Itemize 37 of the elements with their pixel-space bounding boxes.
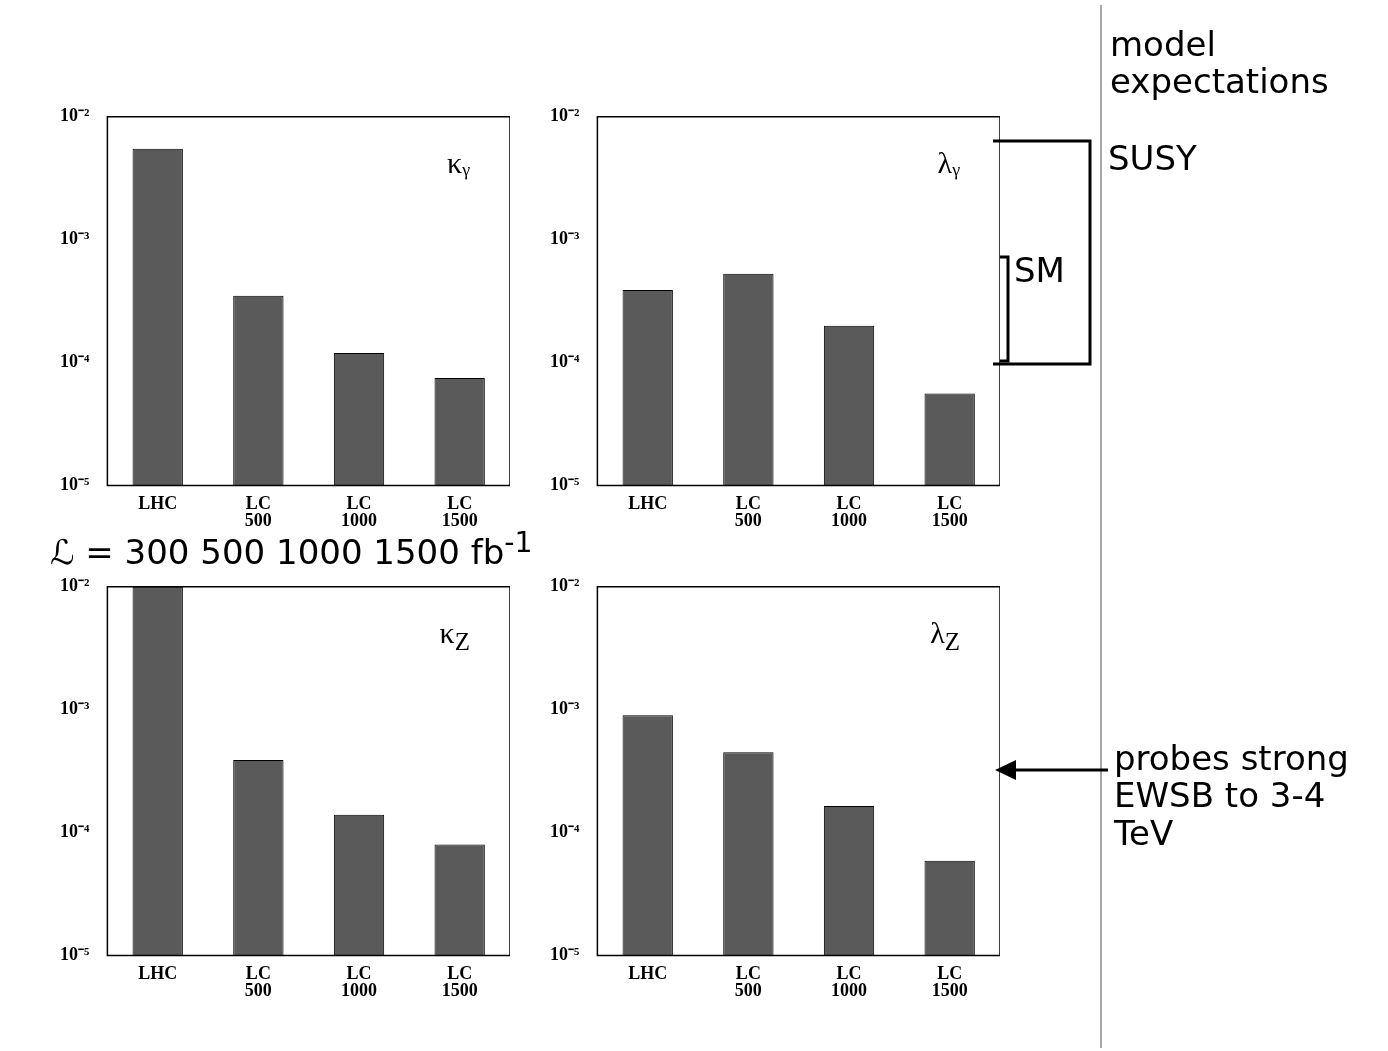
x-tick-label: LC 1000	[831, 963, 868, 1000]
y-tick-label: 10⁻²	[549, 575, 580, 596]
x-tick-label: LC 1500	[441, 963, 478, 1000]
annotation: λ$_{Z}$	[930, 616, 960, 656]
text: SUSY	[1108, 138, 1198, 178]
y-tick-label: 10⁻⁵	[549, 474, 580, 495]
x-tick-label: LHC	[138, 963, 178, 984]
y-tick-label: 10⁻⁴	[59, 821, 90, 842]
annotation: κ$_{Z}$	[439, 616, 470, 656]
text: probes strong EWSB to 3-4 TeV	[1114, 738, 1350, 853]
y-tick-label: 10⁻⁵	[549, 944, 580, 965]
text: model expectations	[1110, 24, 1330, 102]
x-tick-label: LC 500	[244, 963, 272, 1000]
y-tick-label: 10⁻⁴	[549, 351, 580, 372]
y-tick-label: 10⁻²	[549, 105, 580, 126]
annotation: λᵧ	[937, 146, 960, 180]
x-tick-label: LC 500	[734, 493, 762, 530]
x-tick-label: LC 1000	[341, 963, 378, 1000]
y-tick-label: 10⁻³	[59, 698, 90, 719]
y-tick-label: 10⁻³	[59, 228, 90, 249]
x-tick-label: LC 500	[734, 963, 762, 1000]
text: SM	[1014, 250, 1066, 290]
y-tick-label: 10⁻⁴	[549, 821, 580, 842]
x-tick-label: LC 1500	[931, 493, 968, 530]
annotation: κᵧ	[446, 146, 470, 180]
y-tick-label: 10⁻⁵	[59, 474, 90, 495]
y-tick-label: 10⁻³	[549, 228, 580, 249]
y-tick-label: 10⁻²	[59, 105, 90, 126]
x-tick-label: LC 1000	[831, 493, 868, 530]
x-tick-label: LHC	[138, 493, 178, 514]
x-tick-label: LHC	[628, 963, 668, 984]
y-tick-label: 10⁻⁴	[59, 351, 90, 372]
x-tick-label: LHC	[628, 493, 668, 514]
x-tick-label: LC 1500	[931, 963, 968, 1000]
y-tick-label: 10⁻⁵	[59, 944, 90, 965]
y-tick-label: 10⁻²	[59, 575, 90, 596]
y-tick-label: 10⁻³	[549, 698, 580, 719]
